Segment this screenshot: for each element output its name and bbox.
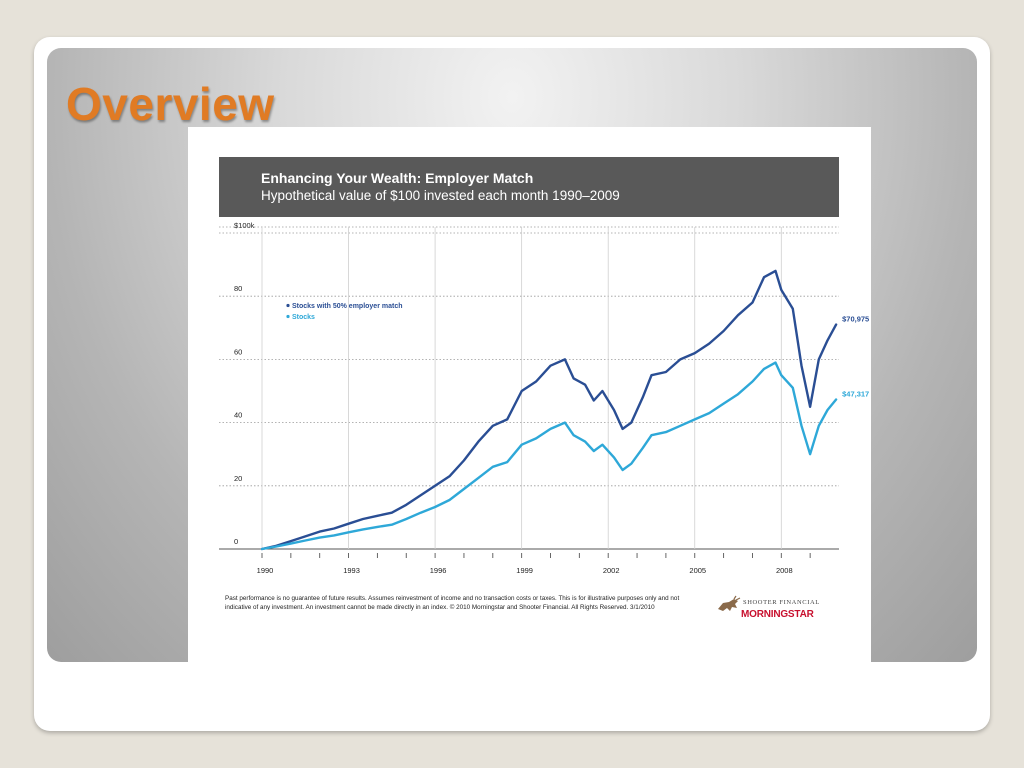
- y-tick-label: $100k: [234, 221, 255, 230]
- slide-title: Overview: [66, 78, 275, 130]
- y-tick-label: 0: [234, 537, 238, 546]
- firm-logo-text: SHOOTER FINANCIAL: [743, 599, 820, 606]
- y-tick-label: 40: [234, 411, 242, 420]
- x-tick-label: 1996: [430, 566, 447, 575]
- series-end-label: $70,975: [842, 315, 869, 324]
- x-tick-label: 1993: [343, 566, 360, 575]
- y-tick-label: 60: [234, 347, 242, 356]
- morningstar-logo-text: MORNINGSTAR: [741, 609, 814, 620]
- x-tick-label: 2008: [776, 566, 793, 575]
- x-tick-label: 1999: [516, 566, 533, 575]
- disclaimer-text: Past performance is no guarantee of futu…: [225, 595, 680, 611]
- legend-label: Stocks with 50% employer match: [292, 303, 402, 310]
- chart-svg: 0 20 40 60 80 $100k 1990 1993 1996 1999 2002 2005 20…: [219, 221, 869, 575]
- chart-figure: 0 20 40 60 80 $100k 1990 1993 1996 1999 2002 2005 20…: [188, 127, 871, 662]
- y-tick-label: 80: [234, 284, 242, 293]
- bull-logo-icon: [718, 595, 741, 611]
- x-tick-label: 1990: [257, 566, 274, 575]
- y-tick-label: 20: [234, 474, 242, 483]
- chart-subtitle: Hypothetical value of $100 invested each…: [261, 188, 620, 203]
- chart-header: Enhancing Your Wealth: Employer Match Hy…: [219, 157, 839, 217]
- legend-marker: [286, 303, 290, 308]
- sponsor-logos: SHOOTER FINANCIAL MORNINGSTAR: [715, 595, 825, 625]
- x-tick-label: 2005: [689, 566, 706, 575]
- legend-label: Stocks: [292, 314, 315, 321]
- legend-marker: [286, 314, 290, 319]
- chart-title: Enhancing Your Wealth: Employer Match: [261, 170, 534, 186]
- series-line-0: [260, 269, 838, 551]
- x-tick-label: 2002: [603, 566, 620, 575]
- series-line-1: [260, 361, 838, 551]
- series-end-label: $47,317: [842, 390, 869, 399]
